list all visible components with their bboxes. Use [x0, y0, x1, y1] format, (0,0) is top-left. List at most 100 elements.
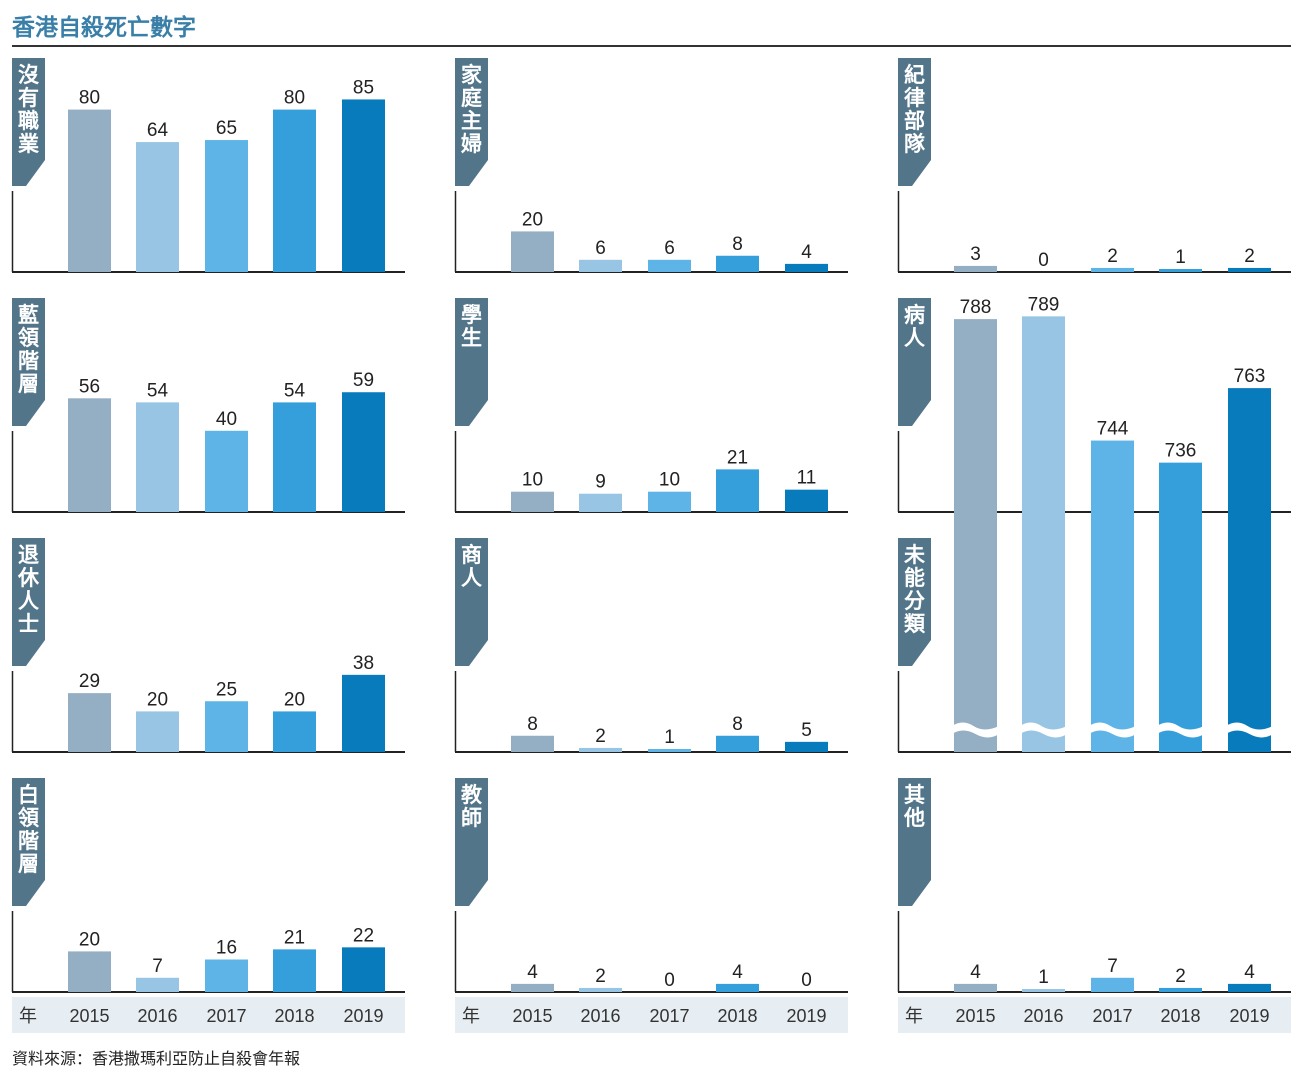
bar-value-label: 20 [147, 689, 168, 710]
bar [205, 959, 248, 992]
bar [136, 977, 179, 992]
category-tab [455, 298, 488, 426]
bar-value-label: 3 [970, 244, 981, 265]
bar [1228, 267, 1271, 272]
year-tick-label: 2015 [69, 1006, 109, 1026]
category-tab [12, 538, 45, 666]
bar [68, 109, 111, 272]
bar-value-label: 788 [960, 297, 992, 318]
category-tab [898, 538, 931, 666]
bar-value-label: 80 [284, 88, 305, 109]
bar [785, 263, 828, 272]
year-axis-strip [898, 997, 1291, 1033]
bar [1159, 269, 1202, 272]
bar [579, 493, 622, 512]
category-tab [455, 58, 488, 186]
bar [205, 701, 248, 752]
bar-value-label: 1 [1038, 967, 1049, 988]
category-tab-char: 律 [904, 86, 925, 110]
category-tab-char: 層 [18, 373, 39, 396]
bar-value-label: 25 [216, 679, 237, 700]
bar-value-label: 1 [664, 727, 675, 748]
category-tab-char: 師 [461, 806, 482, 830]
bar-value-label: 54 [147, 380, 169, 401]
bar-value-label: 0 [1038, 250, 1049, 271]
year-tick-label: 2019 [786, 1006, 826, 1026]
bar-value-label: 38 [353, 653, 374, 674]
year-tick-label: 2019 [343, 1006, 383, 1026]
bar [136, 711, 179, 752]
bar [511, 231, 554, 272]
category-tab [898, 298, 931, 426]
bar-value-label: 40 [216, 409, 237, 430]
bar-value-label: 763 [1234, 366, 1266, 387]
category-tab-char: 人 [461, 567, 482, 590]
bar [342, 674, 385, 752]
bar [1228, 388, 1271, 752]
bar-value-label: 80 [79, 88, 100, 109]
bar [273, 109, 316, 272]
category-tab-char: 學 [461, 304, 482, 327]
bar [954, 265, 997, 272]
bar-value-label: 21 [727, 447, 748, 468]
bar [342, 99, 385, 272]
bar [579, 987, 622, 992]
bar [1091, 977, 1134, 992]
category-tab-char: 藍 [18, 304, 39, 327]
category-tab-char: 部 [904, 109, 925, 133]
bar [579, 259, 622, 272]
year-axis-label: 年 [905, 1006, 923, 1026]
title-divider [12, 45, 1291, 47]
bar [342, 392, 385, 512]
bar-value-label: 2 [1175, 966, 1186, 987]
bar-value-label: 8 [732, 234, 743, 255]
bar-value-label: 6 [664, 238, 675, 259]
category-tab [898, 778, 931, 906]
category-tab-char: 人 [904, 327, 925, 350]
bar [579, 747, 622, 752]
bar-value-label: 0 [664, 970, 675, 991]
bar-value-label: 8 [732, 714, 743, 735]
category-tab [12, 298, 45, 426]
category-tab-char: 婦 [460, 132, 482, 156]
bar [785, 489, 828, 512]
axis-break-mark [1226, 722, 1273, 738]
category-tab-char: 家 [461, 63, 483, 87]
category-tab-char: 紀 [904, 63, 925, 87]
category-tab-char: 分 [904, 590, 925, 613]
page-title: 香港自殺死亡數字 [12, 15, 196, 41]
bar [648, 491, 691, 512]
year-axis-strip [455, 997, 848, 1033]
bar [716, 983, 759, 992]
year-tick-label: 2018 [717, 1006, 757, 1026]
axis-break-mark [1089, 722, 1136, 738]
year-tick-label: 2015 [512, 1006, 552, 1026]
bar [273, 949, 316, 992]
bar-value-label: 4 [732, 962, 743, 983]
category-tab-char: 病 [904, 303, 925, 327]
source-note: 資料來源：香港撒瑪利亞防止自殺會年報 [12, 1049, 301, 1068]
bar [1091, 267, 1134, 272]
category-tab [898, 58, 931, 186]
bar [716, 735, 759, 752]
bar-value-label: 59 [353, 370, 374, 391]
category-tab-char: 有 [18, 86, 39, 110]
axis-break-mark [952, 722, 999, 738]
bar-value-label: 85 [353, 77, 374, 98]
bar-value-label: 789 [1028, 294, 1060, 315]
category-tab-char: 休 [17, 567, 40, 590]
bar-value-label: 21 [284, 927, 305, 948]
bar-value-label: 54 [284, 380, 306, 401]
bar-value-label: 6 [595, 238, 606, 259]
category-tab-char: 未 [904, 544, 925, 567]
category-tab-char: 業 [18, 132, 40, 156]
bar [716, 469, 759, 512]
bar-value-label: 4 [801, 242, 812, 263]
bar [1022, 316, 1065, 752]
year-axis-strip [12, 997, 405, 1033]
bar [205, 140, 248, 272]
